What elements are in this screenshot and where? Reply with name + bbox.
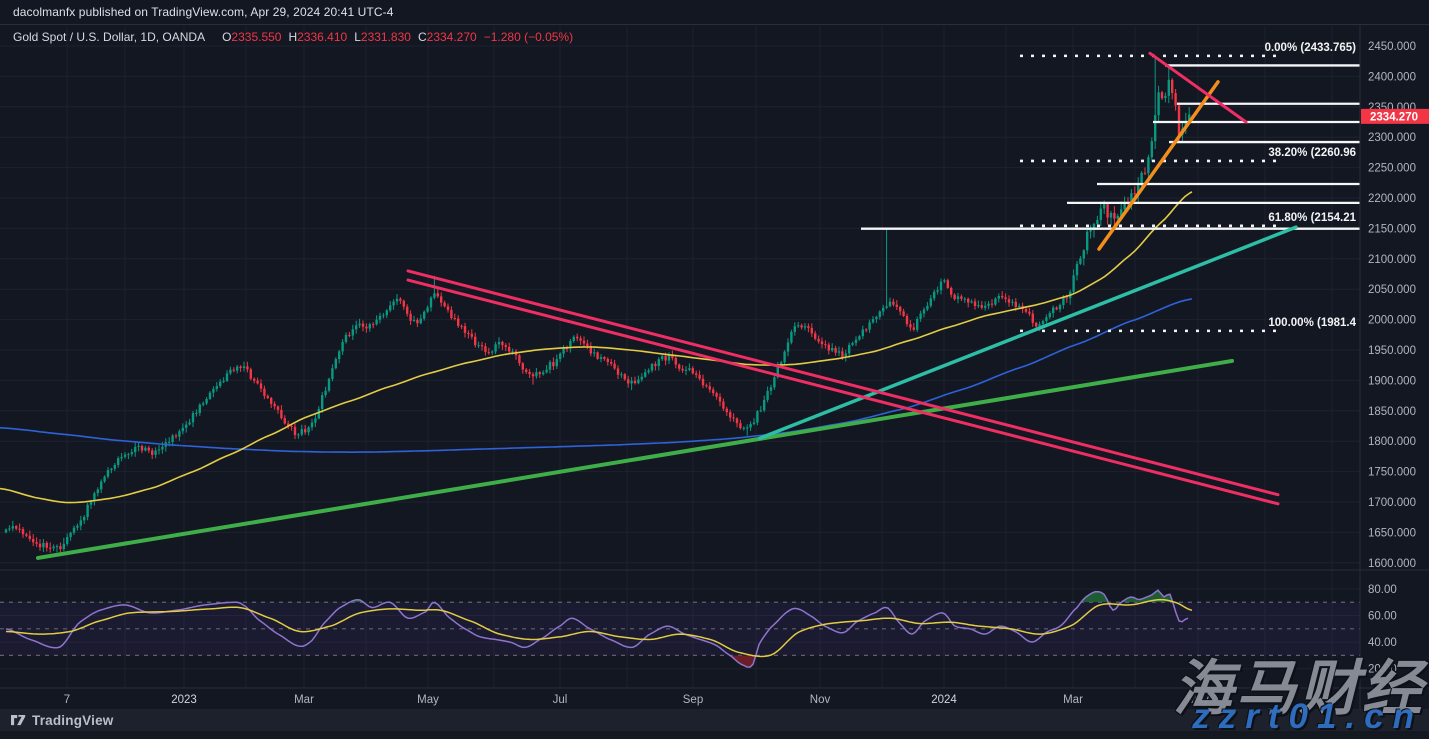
- svg-text:1750.000: 1750.000: [1368, 467, 1416, 479]
- time-label: Mar: [294, 694, 314, 706]
- low-label: L: [354, 30, 361, 44]
- rsi-axis[interactable]: 80.00 60.00 40.00 20.00: [1368, 584, 1397, 676]
- svg-text:60.00: 60.00: [1368, 611, 1397, 623]
- svg-text:2250.000: 2250.000: [1368, 163, 1416, 175]
- close-label: C: [417, 30, 427, 44]
- pink-channel-lower: [406, 278, 1280, 506]
- footer-bar: TradingView: [0, 710, 1429, 739]
- time-label: Nov: [810, 694, 831, 706]
- svg-text:1600.000: 1600.000: [1368, 558, 1416, 570]
- tradingview-logo-icon: [11, 715, 26, 726]
- fib-retracement[interactable]: 0.00% (2433.765) 38.20% (2260.96 61.80% (2…: [1020, 42, 1357, 333]
- svg-text:2050.000: 2050.000: [1368, 284, 1416, 296]
- symbol-title[interactable]: Gold Spot / U.S. Dollar, 1D, OANDA: [13, 30, 206, 44]
- time-label: 2023: [171, 694, 197, 706]
- svg-text:1650.000: 1650.000: [1368, 527, 1416, 539]
- fib-label: 100.00% (1981.4: [1268, 317, 1356, 329]
- time-label: Jul: [1325, 694, 1340, 706]
- moving-averages: [0, 191, 1193, 504]
- svg-text:2150.000: 2150.000: [1368, 223, 1416, 235]
- time-label: Mar: [1063, 694, 1083, 706]
- svg-text:80.00: 80.00: [1368, 584, 1397, 596]
- publish-info-bar: dacolmanfx published on TradingView.com,…: [0, 0, 1429, 25]
- candlestick-series: [4, 55, 1194, 555]
- time-axis[interactable]: 7 2023 Mar May Jul Sep Nov 2024 Mar May Jul: [64, 694, 1340, 706]
- horizontal-levels[interactable]: [861, 64, 1360, 230]
- svg-text:2450.000: 2450.000: [1368, 41, 1416, 53]
- high-label: H: [288, 30, 298, 44]
- low-value: 2331.830: [360, 30, 411, 44]
- trendlines[interactable]: [36, 51, 1298, 560]
- svg-text:1800.000: 1800.000: [1368, 436, 1416, 448]
- svg-text:2200.000: 2200.000: [1368, 193, 1416, 205]
- rsi-indicator: [5, 589, 1193, 668]
- rsi-fills: [6, 590, 1188, 668]
- svg-text:40.00: 40.00: [1368, 637, 1397, 649]
- close-value: 2334.270: [426, 30, 477, 44]
- tradingview-attribution[interactable]: TradingView: [10, 712, 113, 728]
- svg-text:1700.000: 1700.000: [1368, 497, 1416, 509]
- rsi-ma-line: [5, 598, 1193, 658]
- fib-label: 38.20% (2260.96: [1268, 147, 1356, 159]
- svg-text:2000.000: 2000.000: [1368, 315, 1416, 327]
- high-value: 2336.410: [297, 30, 348, 44]
- fib-label: 0.00% (2433.765): [1265, 42, 1357, 54]
- time-label: 2024: [931, 694, 957, 706]
- price-axis[interactable]: 2450.0002400.0002350.0002300.0002250.000…: [1361, 41, 1429, 570]
- svg-text:1850.000: 1850.000: [1368, 406, 1416, 418]
- last-price-badge: [1361, 108, 1429, 124]
- time-label: 7: [64, 694, 70, 706]
- symbol-legend[interactable]: Gold Spot / U.S. Dollar, 1D, OANDA O 2335…: [13, 30, 573, 44]
- open-value: 2335.550: [231, 30, 282, 44]
- svg-text:20.00: 20.00: [1368, 664, 1397, 676]
- teal-support-trendline: [758, 225, 1298, 440]
- svg-text:1900.000: 1900.000: [1368, 375, 1416, 387]
- time-label: Sep: [683, 694, 703, 706]
- svg-text:1950.000: 1950.000: [1368, 345, 1416, 357]
- last-price-value: 2334.270: [1370, 111, 1418, 123]
- tradingview-brand-text: TradingView: [32, 712, 114, 728]
- rsi-band: [0, 601, 1360, 656]
- change-value: −1.280 (−0.05%): [483, 30, 574, 44]
- fib-label: 61.80% (2154.21: [1268, 212, 1356, 224]
- open-label: O: [222, 30, 232, 44]
- pink-channel-upper: [406, 269, 1280, 497]
- publish-info-text: dacolmanfx published on TradingView.com,…: [13, 5, 394, 19]
- svg-text:2300.000: 2300.000: [1368, 132, 1416, 144]
- svg-text:2400.000: 2400.000: [1368, 71, 1416, 83]
- time-label: May: [417, 694, 439, 706]
- green-support-trendline: [36, 358, 1234, 560]
- footer-bottom-strip: [0, 731, 1429, 739]
- time-label: Jul: [553, 694, 568, 706]
- svg-text:2100.000: 2100.000: [1368, 254, 1416, 266]
- orange-trendline: [1097, 80, 1220, 251]
- time-label: May: [1187, 694, 1209, 706]
- crimson-trendline: [1148, 51, 1248, 124]
